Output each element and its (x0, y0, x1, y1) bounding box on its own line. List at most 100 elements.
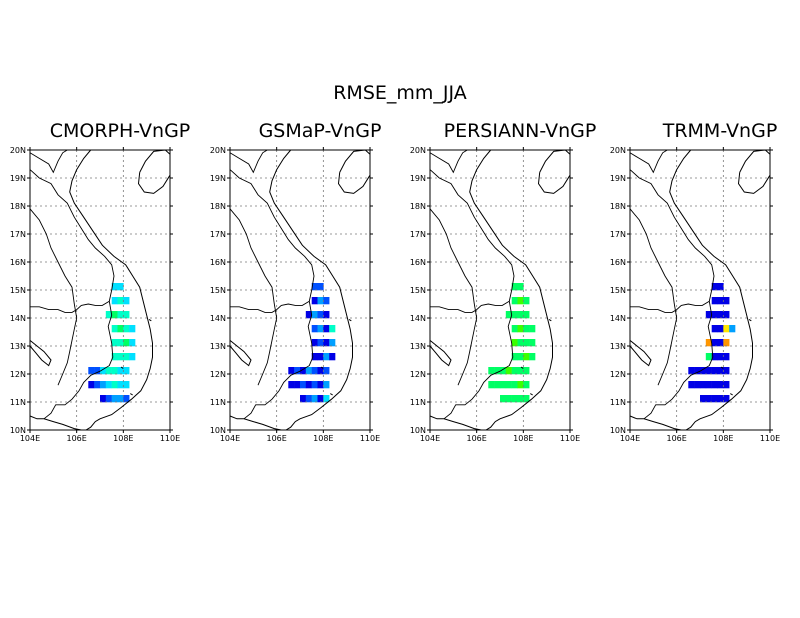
gridlines (30, 150, 170, 430)
rmse-cell (500, 395, 507, 403)
rmse-cell (117, 367, 124, 375)
rmse-cell (317, 283, 324, 291)
map-panel-trmm: TRMM-VnGP 10N 11N 12N 13N 14N 15N 16N 17N 18N 19N… (610, 120, 800, 450)
rmse-cell (323, 325, 330, 333)
rmse-cell (111, 381, 118, 389)
coastline-gulf (629, 415, 682, 431)
rmse-cell (311, 325, 318, 333)
coastline-gulf (29, 415, 82, 431)
rmse-cell (511, 339, 518, 347)
lat-tick-label: 20N (410, 146, 426, 155)
rmse-cell (705, 395, 712, 403)
lat-tick-label: 16N (10, 258, 26, 267)
rmse-cell (123, 311, 130, 319)
rmse-cell (511, 325, 518, 333)
rmse-cell (123, 297, 130, 305)
rmse-cell (505, 395, 512, 403)
rmse-cell (129, 325, 136, 333)
coastlines (429, 149, 571, 431)
lat-tick-label: 11N (210, 398, 226, 407)
axes: 10N 11N 12N 13N 14N 15N 16N 17N 18N 19N 20N 104E 106… (210, 146, 380, 443)
coastline-vietnam (669, 149, 753, 431)
map-panel-persiann: PERSIANN-VnGP 10N 11N 12N 13N 14N 15N 16N 17N 18… (410, 120, 610, 450)
rmse-grid (688, 283, 736, 403)
lat-tick-label: 19N (410, 174, 426, 183)
rmse-cell (717, 367, 724, 375)
rmse-cell (488, 367, 495, 375)
border-laos-cambodia (430, 300, 510, 313)
coastlines (229, 149, 371, 431)
border-north (629, 149, 668, 174)
rmse-cell (717, 283, 724, 291)
border-north (229, 149, 268, 174)
lat-tick-label: 20N (610, 146, 626, 155)
lat-tick-label: 11N (410, 398, 426, 407)
lon-tick-label: 110E (560, 434, 580, 443)
island (548, 318, 552, 322)
rmse-cell (300, 367, 307, 375)
rmse-cell (117, 283, 124, 291)
border-mekong (429, 208, 478, 386)
panel-title: PERSIANN-VnGP (443, 120, 597, 142)
rmse-cell (129, 339, 136, 347)
rmse-cell (723, 381, 730, 389)
rmse-cell (711, 339, 718, 347)
rmse-cell (488, 381, 495, 389)
rmse-cell (323, 353, 330, 361)
lon-tick-label: 108E (713, 434, 733, 443)
rmse-cell (311, 381, 318, 389)
panel-title: CMORPH-VnGP (49, 120, 191, 142)
rmse-cell (705, 367, 712, 375)
island (730, 393, 733, 396)
rmse-cell (305, 311, 312, 319)
rmse-grid (288, 283, 336, 403)
rmse-cell (100, 381, 107, 389)
rmse-grid (488, 283, 536, 403)
lat-tick-label: 14N (10, 314, 26, 323)
rmse-cell (329, 339, 336, 347)
rmse-cell (705, 353, 712, 361)
border-mekong (29, 208, 78, 386)
rmse-cell (717, 381, 724, 389)
rmse-cell (711, 395, 718, 403)
lat-tick-label: 16N (210, 258, 226, 267)
rmse-cell (329, 353, 336, 361)
lat-tick-label: 20N (210, 146, 226, 155)
rmse-cell (117, 395, 124, 403)
rmse-cell (505, 381, 512, 389)
lat-tick-label: 12N (210, 370, 226, 379)
lat-tick-label: 19N (610, 174, 626, 183)
rmse-cell (711, 381, 718, 389)
lake-tonle-sap (29, 340, 52, 367)
lon-tick-label: 106E (267, 434, 287, 443)
lake-tonle-sap (429, 340, 452, 367)
lat-tick-label: 13N (410, 342, 426, 351)
rmse-cell (323, 311, 330, 319)
rmse-cell (723, 353, 730, 361)
rmse-cell (517, 311, 524, 319)
rmse-cell (723, 395, 730, 403)
rmse-cell (705, 381, 712, 389)
border-north (29, 149, 68, 174)
lake-tonle-sap (629, 340, 652, 367)
border-laos-cambodia (630, 300, 710, 313)
coastline-gulf (429, 415, 482, 431)
rmse-cell (288, 367, 295, 375)
rmse-cell (517, 353, 524, 361)
rmse-cell (517, 381, 524, 389)
lat-tick-label: 17N (610, 230, 626, 239)
rmse-cell (523, 311, 530, 319)
coastlines (29, 149, 171, 431)
lon-tick-label: 106E (467, 434, 487, 443)
rmse-cell (688, 381, 695, 389)
rmse-cell (111, 283, 118, 291)
rmse-cell (711, 283, 718, 291)
lat-tick-label: 15N (610, 286, 626, 295)
rmse-cell (123, 395, 130, 403)
border-north (429, 149, 468, 174)
rmse-cell (317, 325, 324, 333)
island (720, 366, 724, 369)
lat-tick-label: 19N (210, 174, 226, 183)
rmse-cell (517, 395, 524, 403)
rmse-cell (305, 381, 312, 389)
